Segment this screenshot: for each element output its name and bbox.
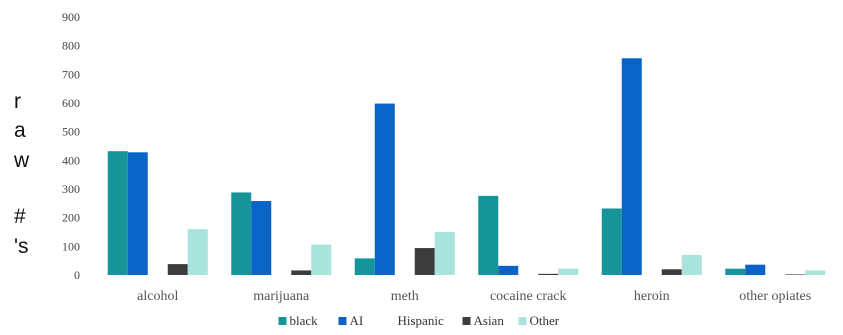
bar-ai-marijuana [251,201,272,275]
y-axis-label: raw # 's [13,90,30,258]
y-tick-label: 400 [62,153,80,167]
y-axis-label-char: r [14,90,21,113]
bar-black-alcohol [107,151,128,275]
x-tick-label: heroin [634,289,670,304]
bar-ai-cocaine-crack [498,265,519,275]
y-tick-label: 300 [62,182,80,196]
y-axis-label-char: 's [14,235,29,258]
bar-ai-alcohol [127,152,148,275]
y-axis-label-char: a [14,119,26,142]
y-axis-label-char: w [13,149,30,172]
bar-asian-meth [414,248,435,275]
legend-swatch-ai [338,317,347,325]
bar-ai-other-opiates [745,264,766,275]
legend-label: black [290,313,319,328]
bar-black-meth [354,258,375,275]
bar-ai-heroin [621,58,642,275]
x-tick-label: other opiates [739,289,811,304]
y-tick-label: 800 [62,39,80,53]
bar-other-heroin [681,254,702,275]
bar-black-cocaine-crack [478,195,499,275]
legend-swatch-hispanic [386,317,395,325]
y-tick-label: 100 [62,239,80,253]
legend-swatch-asian [462,317,471,325]
y-tick-label: 900 [62,10,80,24]
bar-other-cocaine-crack [558,268,579,275]
bar-asian-heroin [661,269,682,275]
legend-label: AI [350,313,364,328]
x-axis-ticks: alcohol marijuana meth cocaine crack heroin o… [137,289,811,304]
y-tick-label: 200 [62,211,80,225]
x-tick-label: alcohol [137,289,178,304]
y-tick-label: 700 [62,67,80,81]
bar-other-alcohol [187,229,208,275]
bars [107,58,826,275]
bar-black-other-opiates [725,268,746,275]
x-tick-label: marijuana [253,289,310,304]
legend-label: Hispanic [398,313,444,328]
y-axis-label-char: # [14,205,26,228]
y-tick-label: 500 [62,125,80,139]
bar-asian-cocaine-crack [538,273,559,275]
bar-black-marijuana [231,192,252,275]
bar-ai-meth [374,103,395,275]
bar-other-other-opiates [805,270,826,275]
legend-swatch-black [278,317,287,325]
y-tick-label: 600 [62,96,80,110]
legend-swatch-other [518,317,527,325]
legend: black AI Hispanic Asian Other [278,313,560,328]
bar-asian-marijuana [291,270,312,275]
y-axis-ticks: 0 100 200 300 400 500 600 700 800 900 [62,10,80,282]
bar-asian-other-opiates [785,274,806,275]
bar-black-heroin [601,208,622,275]
bar-asian-alcohol [167,264,188,275]
bar-other-marijuana [311,244,332,275]
legend-label: Other [530,313,560,328]
x-tick-label: cocaine crack [490,289,567,304]
x-tick-label: meth [391,289,419,304]
y-tick-label: 0 [74,268,80,282]
bar-other-meth [434,232,455,275]
legend-label: Asian [474,313,505,328]
